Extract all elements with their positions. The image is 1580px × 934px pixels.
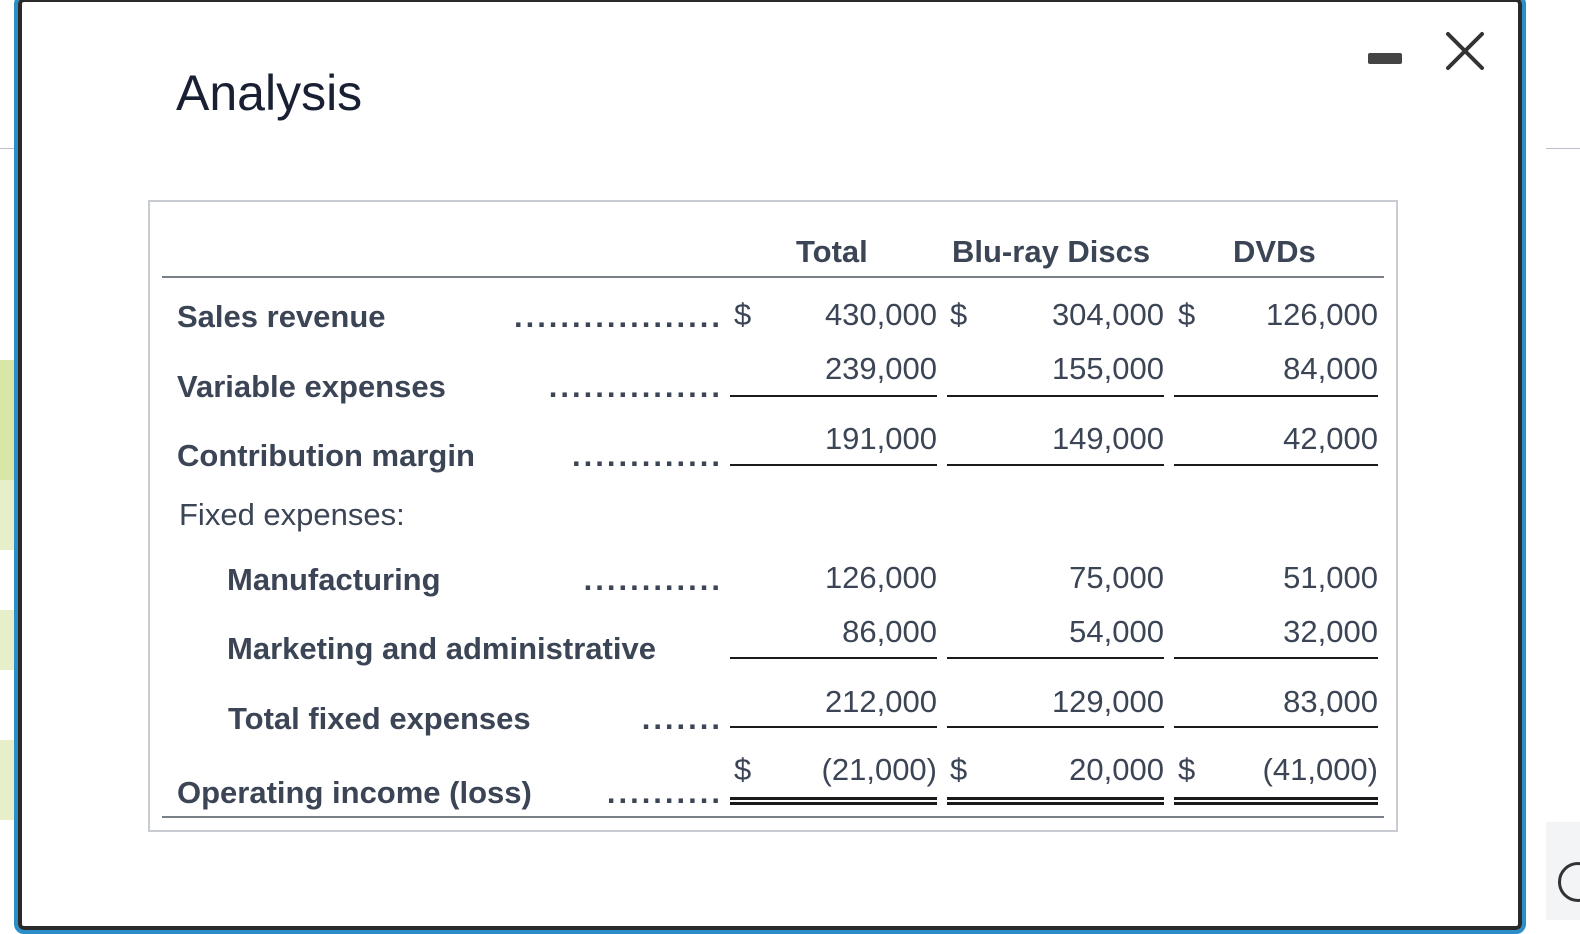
total-double-underline — [1174, 797, 1378, 805]
total-fixed-total: 212,000 — [824, 684, 937, 719]
operating-income-bluray: 20,000 — [1069, 752, 1164, 787]
row-label-manufacturing: Manufacturing — [227, 562, 441, 597]
column-header-total: Total — [796, 234, 868, 269]
subtotal-underline — [730, 726, 937, 728]
row-label-operating-income: Operating income (loss) — [177, 775, 532, 810]
background-divider — [1546, 148, 1580, 149]
sales-revenue-dvds: 126,000 — [1265, 297, 1378, 332]
total-fixed-bluray: 129,000 — [1051, 684, 1164, 719]
background-highlight-band — [0, 610, 14, 670]
leader-dots: .......... — [606, 775, 723, 810]
manufacturing-dvds: 51,000 — [1283, 560, 1378, 595]
currency-symbol: $ — [950, 297, 968, 332]
leader-dots: ............ — [583, 562, 723, 597]
leader-dots: ............... — [548, 369, 723, 404]
row-label-total-fixed-expenses: Total fixed expenses — [228, 701, 531, 736]
marketing-admin-bluray: 54,000 — [1069, 614, 1164, 649]
close-icon[interactable] — [1442, 28, 1488, 74]
currency-symbol: $ — [734, 297, 752, 332]
row-label-contribution-margin: Contribution margin — [177, 438, 475, 473]
background-page-right — [1540, 0, 1580, 920]
minimize-icon[interactable] — [1368, 53, 1402, 64]
subtotal-underline — [947, 395, 1164, 397]
currency-symbol: $ — [1178, 752, 1196, 787]
subtotal-underline — [1174, 726, 1378, 728]
column-header-bluray: Blu-ray Discs — [952, 234, 1151, 269]
variable-expenses-dvds: 84,000 — [1283, 351, 1378, 386]
table-bottom-rule — [162, 816, 1384, 818]
sales-revenue-total: 430,000 — [824, 297, 937, 332]
subtotal-underline — [730, 395, 937, 397]
leader-dots: .................. — [513, 299, 723, 334]
subtotal-underline — [947, 726, 1164, 728]
background-highlight-band — [0, 740, 14, 820]
header-divider — [162, 276, 1384, 278]
background-divider — [0, 148, 18, 149]
row-label-marketing-admin: Marketing and administrative — [227, 631, 656, 666]
row-label-fixed-expenses: Fixed expenses: — [179, 497, 405, 532]
currency-symbol: $ — [734, 752, 752, 787]
subtotal-underline — [1174, 657, 1378, 659]
total-double-underline — [947, 797, 1164, 805]
subtotal-underline — [947, 657, 1164, 659]
sales-revenue-bluray: 304,000 — [1051, 297, 1164, 332]
marketing-admin-dvds: 32,000 — [1283, 614, 1378, 649]
contribution-margin-bluray: 149,000 — [1051, 421, 1164, 456]
operating-income-total: (21,000) — [821, 752, 937, 787]
background-highlight-band — [0, 360, 14, 480]
currency-symbol: $ — [950, 752, 968, 787]
modal-title: Analysis — [176, 65, 363, 121]
contribution-margin-total: 191,000 — [824, 421, 937, 456]
manufacturing-total: 126,000 — [824, 560, 937, 595]
operating-income-dvds: (41,000) — [1262, 752, 1378, 787]
total-double-underline — [730, 797, 937, 805]
subtotal-underline — [730, 464, 937, 466]
row-label-variable-expenses: Variable expenses — [177, 369, 446, 404]
variable-expenses-total: 239,000 — [824, 351, 937, 386]
subtotal-underline — [947, 464, 1164, 466]
subtotal-underline — [1174, 464, 1378, 466]
leader-dots: ....... — [641, 701, 723, 736]
marketing-admin-total: 86,000 — [842, 614, 937, 649]
row-label-sales-revenue: Sales revenue — [177, 299, 386, 334]
manufacturing-bluray: 75,000 — [1069, 560, 1164, 595]
leader-dots: ............. — [572, 438, 723, 473]
variable-expenses-bluray: 155,000 — [1051, 351, 1164, 386]
currency-symbol: $ — [1178, 297, 1196, 332]
background-page-left — [0, 0, 18, 920]
column-header-dvds: DVDs — [1233, 234, 1316, 269]
subtotal-underline — [730, 657, 937, 659]
subtotal-underline — [1174, 395, 1378, 397]
background-highlight-band — [0, 480, 14, 550]
total-fixed-dvds: 83,000 — [1283, 684, 1378, 719]
contribution-margin-dvds: 42,000 — [1283, 421, 1378, 456]
